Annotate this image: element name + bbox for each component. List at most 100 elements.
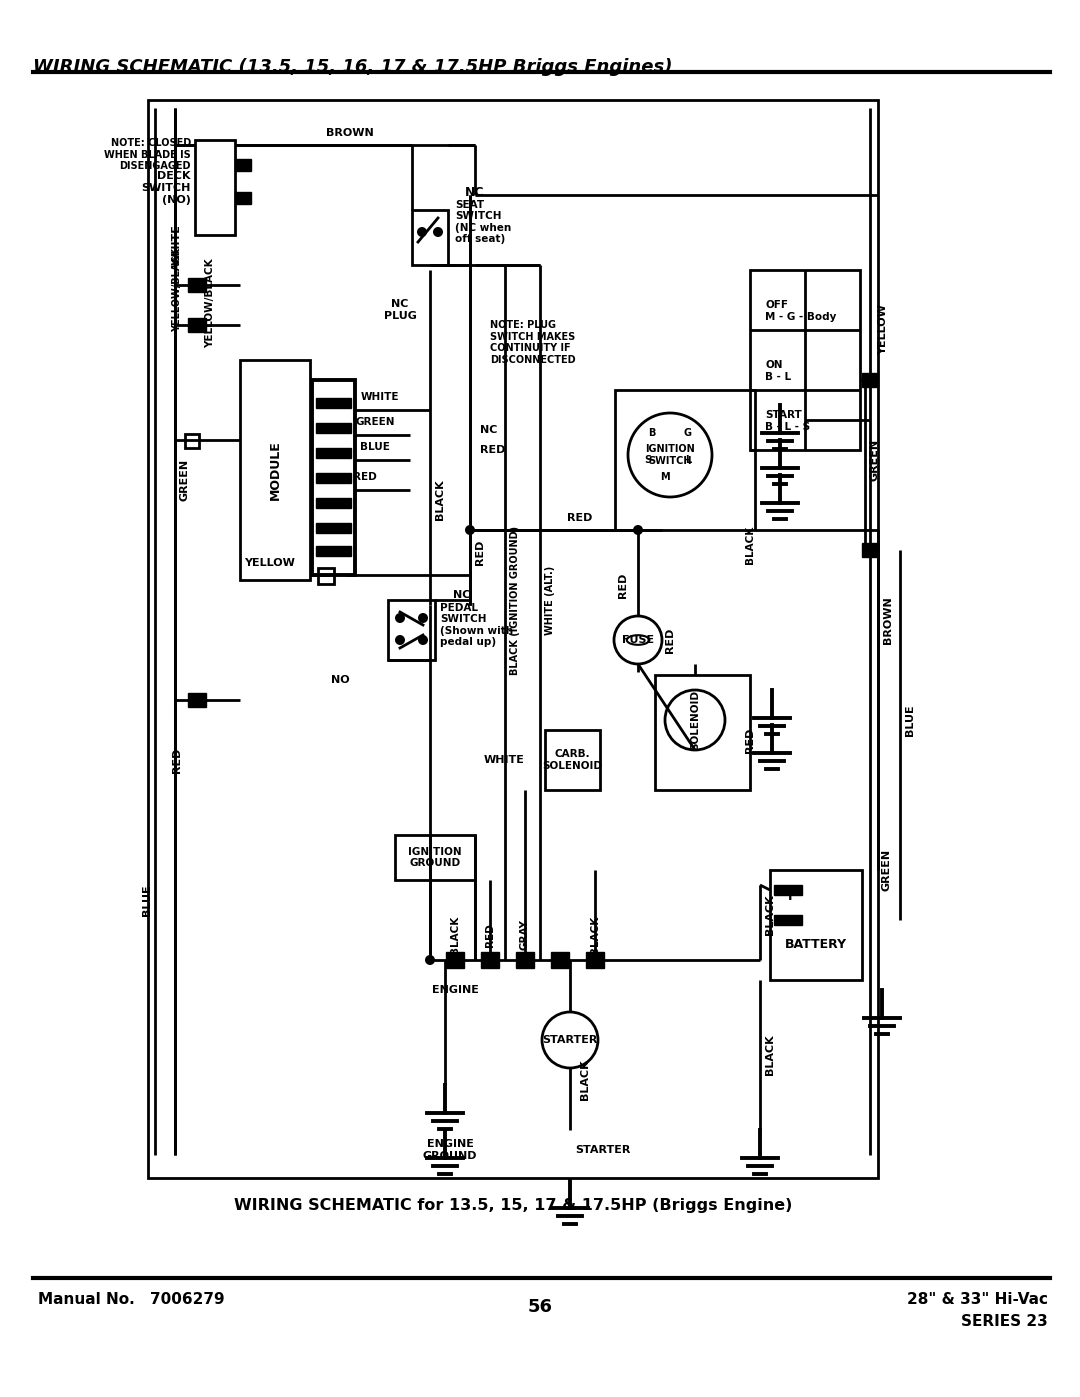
Text: NC: NC xyxy=(453,590,470,599)
Text: +: + xyxy=(782,886,798,904)
Text: NO: NO xyxy=(332,675,350,685)
Bar xyxy=(318,569,334,584)
Text: ENGINE: ENGINE xyxy=(432,985,478,995)
Text: WHITE: WHITE xyxy=(484,754,525,766)
Circle shape xyxy=(433,226,443,237)
Text: BLACK: BLACK xyxy=(435,479,445,520)
Bar xyxy=(195,140,235,235)
Circle shape xyxy=(633,525,643,535)
Bar xyxy=(586,951,604,968)
Text: NC: NC xyxy=(465,187,485,200)
Text: DECK
SWITCH
(NO): DECK SWITCH (NO) xyxy=(141,172,191,204)
Text: BLUE: BLUE xyxy=(141,884,152,916)
Bar xyxy=(654,675,750,789)
Text: WIRING SCHEMATIC for 13.5, 15, 17 & 17.5HP (Briggs Engine): WIRING SCHEMATIC for 13.5, 15, 17 & 17.5… xyxy=(233,1199,793,1213)
Text: 56: 56 xyxy=(527,1298,553,1316)
Text: -: - xyxy=(785,915,795,935)
Text: RED: RED xyxy=(485,923,495,947)
Circle shape xyxy=(485,956,495,965)
Text: WHITE: WHITE xyxy=(172,225,183,265)
Text: GREEN: GREEN xyxy=(355,416,395,427)
Text: RED: RED xyxy=(475,539,485,564)
Text: BLACK: BLACK xyxy=(745,525,755,564)
Bar xyxy=(316,546,351,556)
Text: GREEN: GREEN xyxy=(870,439,880,481)
Circle shape xyxy=(590,956,600,965)
Text: S: S xyxy=(645,455,651,465)
Bar xyxy=(862,373,878,387)
Bar xyxy=(615,390,755,529)
Text: B: B xyxy=(648,427,656,439)
Text: IGNITION
SWITCH: IGNITION SWITCH xyxy=(645,444,694,465)
Text: RED: RED xyxy=(745,728,755,753)
Text: BLACK: BLACK xyxy=(765,894,775,936)
Bar xyxy=(316,423,351,433)
Bar xyxy=(188,319,206,332)
Text: RED: RED xyxy=(353,472,377,482)
Text: WIRING SCHEMATIC (13.5, 15, 16, 17 & 17.5HP Briggs Engines): WIRING SCHEMATIC (13.5, 15, 16, 17 & 17.… xyxy=(33,59,673,75)
Bar xyxy=(316,497,351,509)
Text: RED: RED xyxy=(567,513,593,522)
Text: FUSE: FUSE xyxy=(622,636,654,645)
Text: NC: NC xyxy=(480,425,498,434)
Text: STARTER: STARTER xyxy=(542,1035,597,1045)
Bar xyxy=(185,434,199,448)
Bar xyxy=(545,731,600,789)
Bar xyxy=(862,543,878,557)
Text: RED: RED xyxy=(172,747,183,773)
Bar xyxy=(446,951,464,968)
Text: BLACK (IGNITION GROUND): BLACK (IGNITION GROUND) xyxy=(510,525,519,675)
Bar xyxy=(551,951,569,968)
Text: YELLOW/BLACK: YELLOW/BLACK xyxy=(205,258,215,348)
Text: SERIES 23: SERIES 23 xyxy=(961,1315,1048,1329)
Text: G: G xyxy=(684,427,692,439)
Bar xyxy=(750,270,860,450)
Text: 28" & 33" Hi-Vac: 28" & 33" Hi-Vac xyxy=(907,1292,1048,1308)
Circle shape xyxy=(395,613,405,623)
Text: YELLOW: YELLOW xyxy=(244,557,296,569)
Bar xyxy=(388,599,435,659)
Bar xyxy=(148,101,878,1178)
Bar xyxy=(481,951,499,968)
Text: GREEN: GREEN xyxy=(881,849,891,891)
Text: BLACK: BLACK xyxy=(450,916,460,954)
Text: 7006279: 7006279 xyxy=(150,1292,225,1308)
Text: OFF
M - G - Body: OFF M - G - Body xyxy=(765,300,836,321)
Circle shape xyxy=(465,525,475,535)
Text: START
B - L - S: START B - L - S xyxy=(765,409,810,432)
Bar xyxy=(316,448,351,458)
Text: BLACK: BLACK xyxy=(590,916,600,954)
Text: STARTER: STARTER xyxy=(575,1146,631,1155)
Bar xyxy=(235,191,251,204)
Text: ENGINE
GROUND: ENGINE GROUND xyxy=(422,1139,477,1161)
Text: GREEN: GREEN xyxy=(180,460,190,502)
Text: BROWN: BROWN xyxy=(326,129,374,138)
Bar xyxy=(312,380,355,576)
Text: YELLOW/BLACK: YELLOW/BLACK xyxy=(172,247,183,332)
Bar xyxy=(411,210,448,265)
Circle shape xyxy=(426,956,435,965)
Text: WHITE: WHITE xyxy=(361,393,400,402)
Text: BLUE: BLUE xyxy=(905,704,915,736)
Text: SOLENOID: SOLENOID xyxy=(690,690,700,750)
Text: RED: RED xyxy=(665,627,675,652)
Text: NC
PLUG: NC PLUG xyxy=(383,299,417,321)
Bar xyxy=(316,398,351,408)
Text: YELLOW: YELLOW xyxy=(878,305,888,355)
Text: BLACK: BLACK xyxy=(580,1060,590,1101)
Circle shape xyxy=(418,613,428,623)
Circle shape xyxy=(418,636,428,645)
Text: ON
B - L: ON B - L xyxy=(765,360,792,381)
Text: BLUE: BLUE xyxy=(360,441,390,453)
Bar xyxy=(516,951,534,968)
Text: GRAY: GRAY xyxy=(519,919,530,950)
Text: BROWN: BROWN xyxy=(883,597,893,644)
Text: NOTE: CLOSED
WHEN BLADE IS
DISENGAGED: NOTE: CLOSED WHEN BLADE IS DISENGAGED xyxy=(105,138,191,172)
Text: MODULE: MODULE xyxy=(269,440,282,500)
Text: SEAT
SWITCH
(NC when
off seat): SEAT SWITCH (NC when off seat) xyxy=(455,200,511,244)
Circle shape xyxy=(417,226,427,237)
Bar xyxy=(316,522,351,534)
Text: PEDAL
SWITCH
(Shown with
pedal up): PEDAL SWITCH (Shown with pedal up) xyxy=(440,602,513,647)
Bar xyxy=(770,870,862,981)
Text: RED: RED xyxy=(480,446,505,455)
